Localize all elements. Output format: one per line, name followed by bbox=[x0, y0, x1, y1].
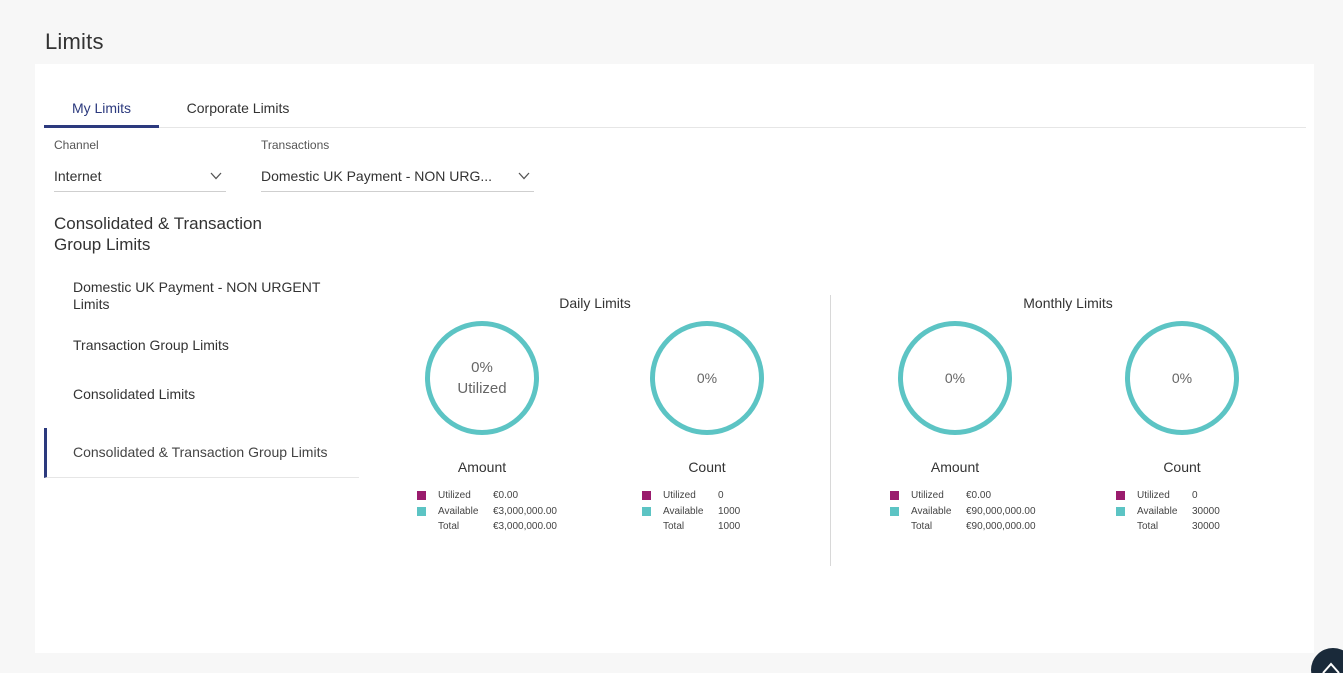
channel-select[interactable]: Internet bbox=[54, 160, 226, 192]
monthly-count-legend: Utilized 0 Available 30000 Total 30000 bbox=[1116, 488, 1236, 535]
nav-item-consolidated-transaction-group[interactable]: Consolidated & Transaction Group Limits bbox=[44, 428, 359, 478]
monthly-count-label: Count bbox=[1163, 459, 1201, 475]
legend-label: Utilized bbox=[911, 490, 944, 501]
utilized-swatch bbox=[890, 491, 899, 500]
legend-value: 1000 bbox=[718, 521, 741, 532]
daily-count-label: Count bbox=[688, 459, 726, 475]
monthly-limits-title: Monthly Limits bbox=[1023, 295, 1113, 311]
channel-label: Channel bbox=[54, 138, 99, 152]
legend-label: Utilized bbox=[1137, 490, 1170, 501]
legend-value: 30000 bbox=[1192, 521, 1220, 532]
scroll-to-top-button[interactable] bbox=[1311, 648, 1343, 673]
tab-bar: My Limits Corporate Limits bbox=[44, 90, 1306, 128]
monthly-count-percent: 0% bbox=[1171, 369, 1193, 386]
monthly-count-ring: 0% bbox=[1125, 321, 1239, 435]
utilized-swatch bbox=[417, 491, 426, 500]
daily-amount-label: Amount bbox=[457, 459, 507, 475]
monthly-amount-legend: Utilized €0.00 Available €90,000,000.00 To… bbox=[890, 488, 1050, 535]
transactions-label: Transactions bbox=[261, 138, 330, 152]
legend-row-total: Total 30000 bbox=[1116, 519, 1236, 535]
legend-row-total: Total 1000 bbox=[642, 519, 762, 535]
daily-amount-caption: Utilized bbox=[457, 380, 507, 397]
daily-amount-percent: 0% bbox=[471, 359, 493, 376]
tab-my-limits[interactable]: My Limits bbox=[44, 90, 159, 128]
limits-card: My Limits Corporate Limits Channel Inter… bbox=[35, 64, 1314, 653]
daily-count-legend: Utilized 0 Available 1000 Total 1000 bbox=[642, 488, 762, 535]
nav-item-transaction-group[interactable]: Transaction Group Limits bbox=[73, 337, 229, 353]
legend-label: Available bbox=[911, 505, 952, 517]
legend-value: €0.00 bbox=[493, 490, 519, 501]
nav-item-domestic-uk-payment[interactable]: Domestic UK Payment - NON URGENT Limits bbox=[73, 279, 321, 312]
legend-row-available: Available €90,000,000.00 bbox=[890, 504, 1050, 520]
tab-corporate-limits[interactable]: Corporate Limits bbox=[186, 100, 290, 116]
monthly-amount-percent: 0% bbox=[944, 369, 966, 386]
transactions-select[interactable]: Domestic UK Payment - NON URG... bbox=[261, 160, 534, 192]
legend-row-utilized: Utilized 0 bbox=[642, 488, 762, 504]
utilized-swatch bbox=[1116, 491, 1125, 500]
utilized-swatch bbox=[642, 491, 651, 500]
limits-nav: Domestic UK Payment - NON URGENT Limits … bbox=[44, 279, 359, 478]
legend-label: Total bbox=[911, 521, 933, 532]
legend-value: €3,000,000.00 bbox=[493, 521, 557, 532]
legend-value: 1000 bbox=[718, 505, 741, 517]
legend-value: €90,000,000.00 bbox=[966, 505, 1036, 517]
legend-label: Total bbox=[1137, 521, 1159, 532]
available-swatch bbox=[890, 506, 899, 516]
legend-value: 30000 bbox=[1192, 505, 1220, 517]
daily-amount-legend: Utilized €0.00 Available €3,000,000.00 Tot… bbox=[417, 488, 577, 535]
daily-limits-title: Daily Limits bbox=[559, 295, 631, 311]
legend-row-utilized: Utilized €0.00 bbox=[417, 488, 577, 504]
daily-count-percent: 0% bbox=[696, 369, 718, 386]
legend-label: Available bbox=[438, 505, 479, 517]
section-title: Consolidated & Transaction Group Limits bbox=[54, 214, 262, 254]
legend-value: 0 bbox=[718, 490, 724, 501]
legend-label: Available bbox=[663, 505, 704, 517]
legend-value: €0.00 bbox=[966, 490, 992, 501]
page-title: Limits bbox=[45, 29, 104, 54]
legend-label: Utilized bbox=[438, 490, 471, 501]
chevron-down-icon bbox=[518, 172, 530, 180]
legend-row-total: Total €3,000,000.00 bbox=[417, 519, 577, 535]
available-swatch bbox=[642, 506, 651, 516]
chevron-down-icon bbox=[210, 172, 222, 180]
legend-label: Total bbox=[438, 521, 460, 532]
legend-row-available: Available 1000 bbox=[642, 504, 762, 520]
legend-value: €3,000,000.00 bbox=[493, 505, 557, 517]
available-swatch bbox=[417, 506, 426, 516]
daily-amount-ring: 0% Utilized bbox=[425, 321, 539, 435]
legend-value: 0 bbox=[1192, 490, 1198, 501]
available-swatch bbox=[1116, 506, 1125, 516]
legend-row-utilized: Utilized 0 bbox=[1116, 488, 1236, 504]
limits-divider bbox=[830, 295, 831, 566]
legend-label: Available bbox=[1137, 505, 1178, 517]
legend-row-utilized: Utilized €0.00 bbox=[890, 488, 1050, 504]
legend-row-available: Available 30000 bbox=[1116, 504, 1236, 520]
legend-label: Total bbox=[663, 521, 685, 532]
legend-row-total: Total €90,000,000.00 bbox=[890, 519, 1050, 535]
legend-label: Utilized bbox=[663, 490, 696, 501]
nav-item-consolidated[interactable]: Consolidated Limits bbox=[73, 386, 196, 402]
legend-value: €90,000,000.00 bbox=[966, 521, 1036, 532]
daily-count-ring: 0% bbox=[650, 321, 764, 435]
channel-value: Internet bbox=[54, 168, 102, 184]
transactions-value: Domestic UK Payment - NON URG... bbox=[261, 168, 493, 184]
monthly-amount-ring: 0% bbox=[898, 321, 1012, 435]
chevron-up-icon bbox=[1322, 662, 1340, 673]
monthly-amount-label: Amount bbox=[930, 459, 980, 475]
legend-row-available: Available €3,000,000.00 bbox=[417, 504, 577, 520]
